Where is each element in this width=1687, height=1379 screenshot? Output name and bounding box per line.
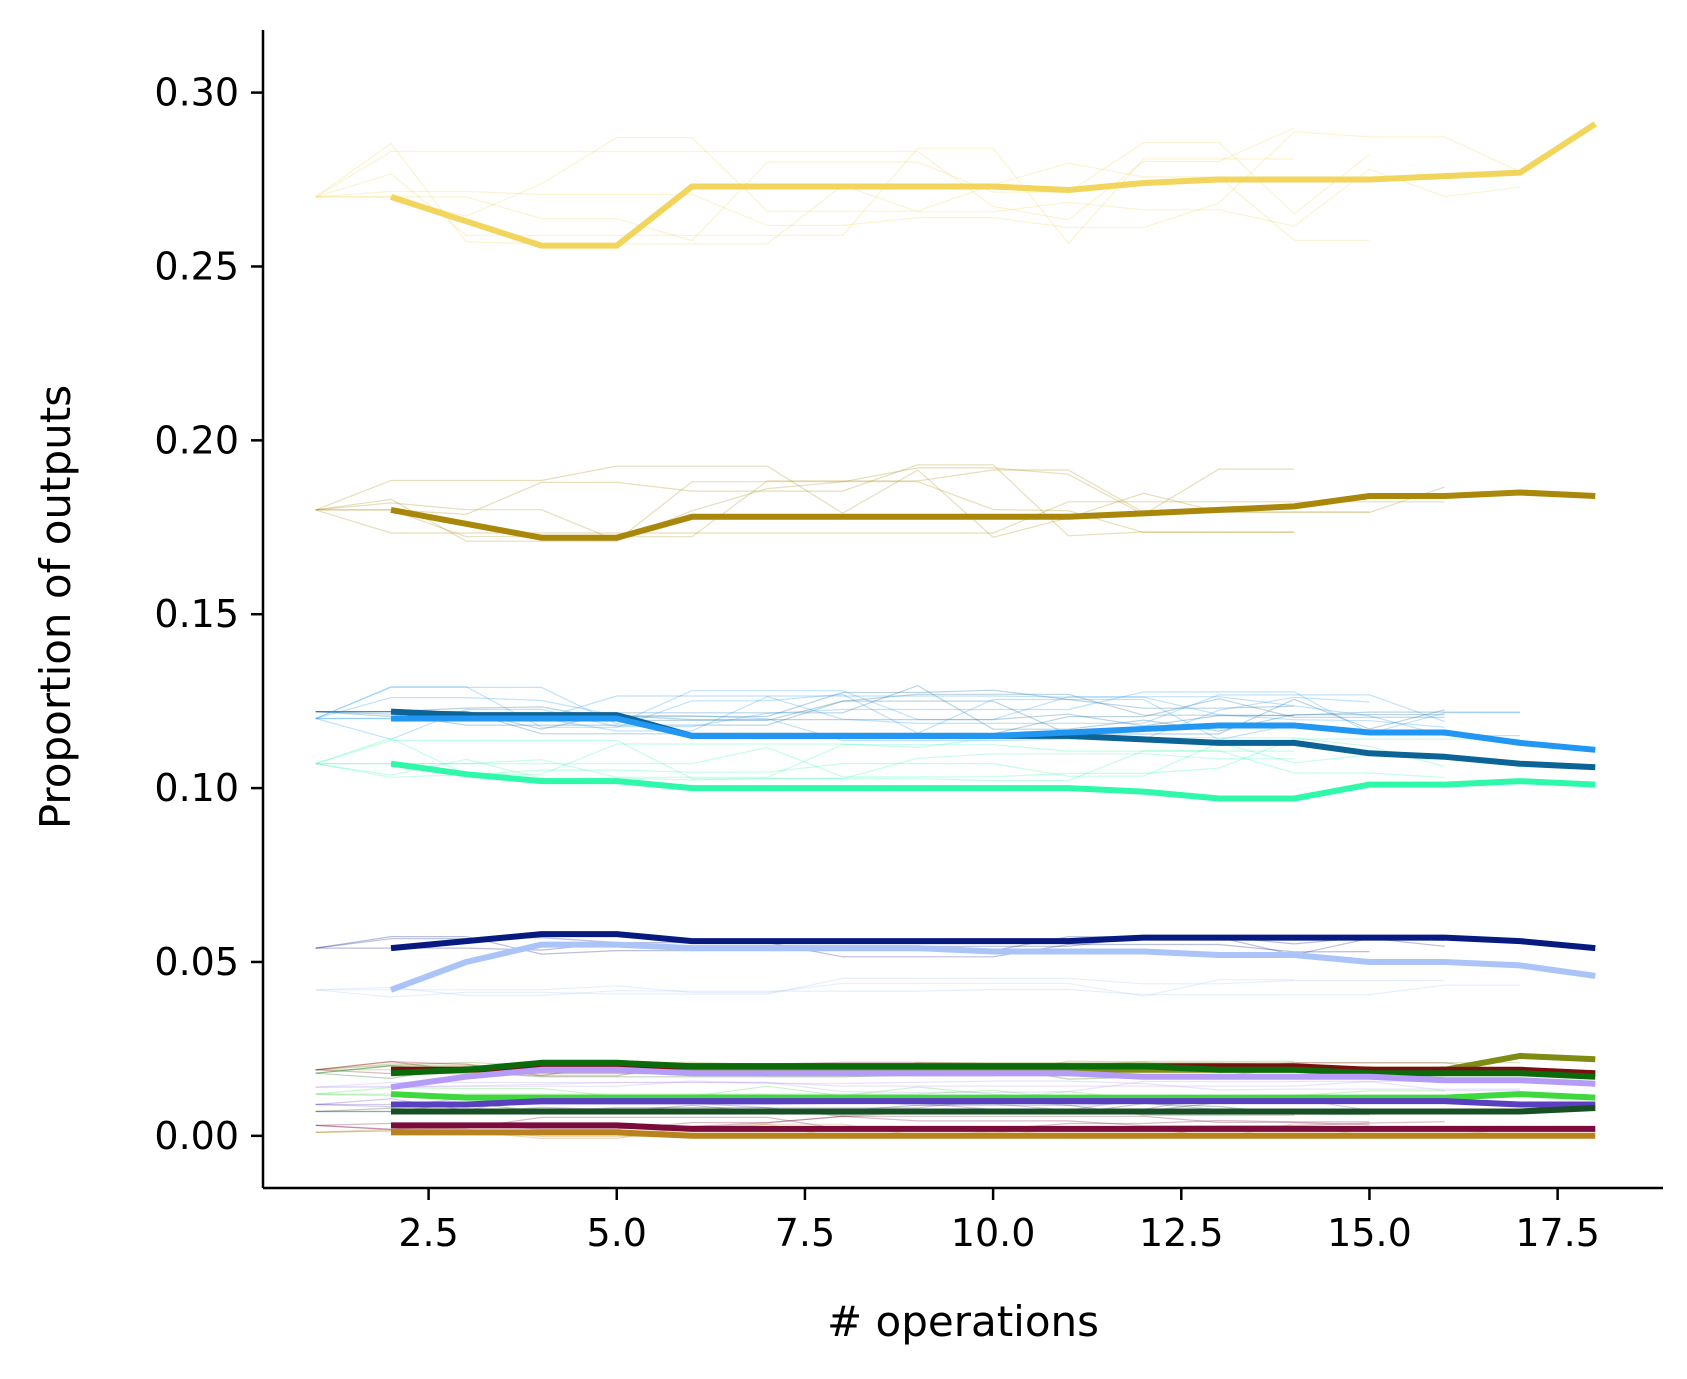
ensemble-trace	[315, 977, 1445, 998]
y-ticks: 0.00 0.05 0.10 0.15 0.20 0.25 0.30	[154, 71, 263, 1158]
series-line-4	[390, 760, 1596, 802]
x-tick-label: 7.5	[775, 1211, 835, 1255]
axes	[261, 30, 1663, 1190]
series-line-6	[389, 941, 1596, 993]
y-tick-label: 0.00	[154, 1114, 239, 1158]
ensemble-trace	[315, 464, 1295, 537]
x-tick-label: 5.0	[587, 1211, 647, 1255]
series-line-5	[390, 931, 1596, 952]
ensemble-trace	[315, 693, 1520, 726]
x-tick-label: 10.0	[951, 1211, 1036, 1255]
series-line-14	[391, 1122, 1596, 1132]
ensemble-trace	[315, 696, 1370, 742]
ensemble-trace	[315, 691, 1520, 740]
ensemble-trace	[315, 753, 1295, 781]
y-tick-label: 0.30	[154, 71, 239, 115]
series-line-0	[390, 121, 1597, 249]
ensemble-trace	[315, 1080, 1520, 1094]
y-tick-label: 0.25	[154, 244, 239, 288]
ensemble-trace	[315, 941, 1370, 958]
series-line-11	[390, 1091, 1596, 1101]
ensemble-trace	[315, 481, 1295, 542]
y-tick-label: 0.05	[154, 940, 239, 984]
ensemble-trace	[315, 131, 1521, 229]
ensemble-trace	[315, 142, 1521, 245]
series-line-1	[390, 489, 1596, 541]
ensemble-trace	[315, 686, 1295, 741]
x-axis-label: # operations	[827, 1297, 1099, 1346]
ensemble-trace	[315, 1080, 1520, 1088]
y-tick-label: 0.15	[154, 592, 239, 636]
ensemble-trace	[315, 742, 1370, 778]
ensemble-trace	[315, 737, 1445, 775]
ensemble-trace	[315, 744, 1295, 778]
y-tick-label: 0.20	[154, 418, 239, 462]
x-tick-label: 17.5	[1515, 1211, 1600, 1255]
x-tick-label: 15.0	[1327, 1211, 1412, 1255]
series-line-12	[391, 1098, 1596, 1108]
series-line-15	[391, 1129, 1596, 1139]
ensemble-trace	[315, 686, 1520, 737]
ensemble-trace	[315, 698, 1445, 735]
ensemble-trace	[315, 1080, 1520, 1091]
series-line-13	[391, 1105, 1596, 1115]
ensemble-trace	[315, 979, 1295, 997]
series-line-3	[391, 715, 1596, 753]
y-tick-label: 0.10	[154, 766, 239, 810]
ensemble-trace	[315, 142, 1370, 242]
x-tick-label: 12.5	[1139, 1211, 1224, 1255]
ensemble-trace	[315, 738, 1520, 778]
ensemble-trace	[315, 137, 1370, 241]
ensemble-trace	[315, 465, 1370, 538]
ensemble-trace	[315, 147, 1295, 245]
ensemble-lines	[315, 127, 1521, 1140]
x-tick-label: 2.5	[398, 1211, 458, 1255]
y-axis-label: Proportion of outputs	[31, 385, 80, 829]
x-ticks: 2.5 5.0 7.5 10.0 12.5 15.0 17.5	[398, 1188, 1600, 1255]
ensemble-trace	[315, 469, 1445, 538]
ensemble-trace	[315, 739, 1445, 782]
ensemble-trace	[315, 984, 1520, 997]
ensemble-trace	[315, 467, 1295, 542]
series-lines	[389, 121, 1597, 1139]
ensemble-trace	[315, 127, 1295, 221]
series-line-10	[390, 1066, 1596, 1091]
series-line-9	[390, 1059, 1596, 1080]
